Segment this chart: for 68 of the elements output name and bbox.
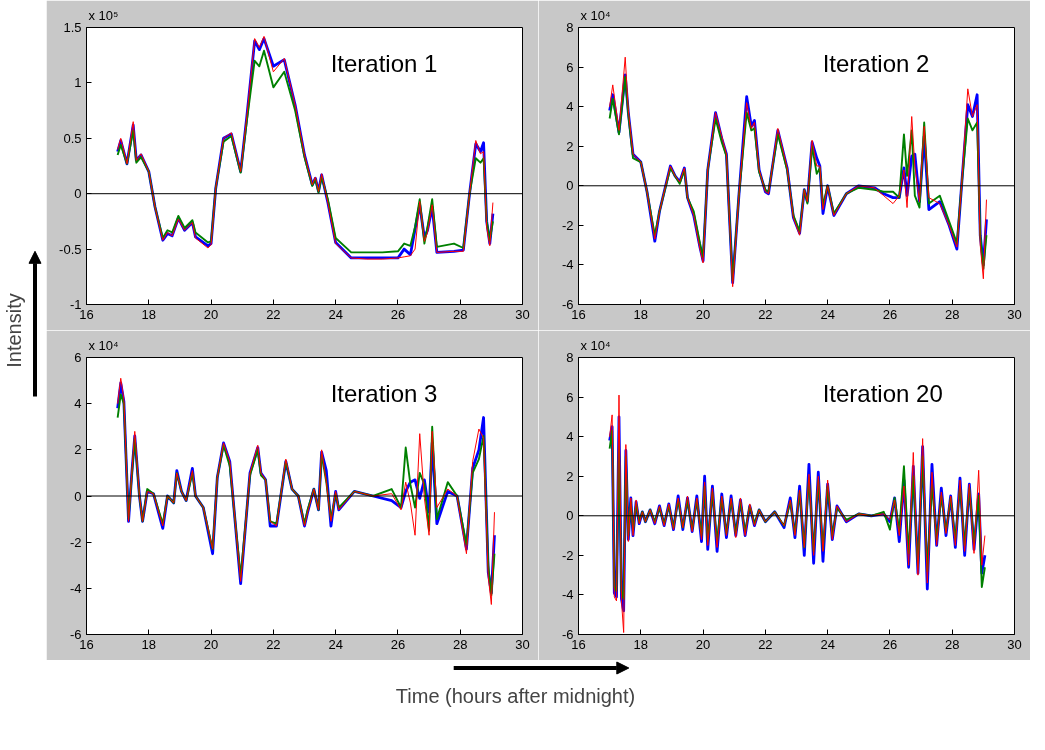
x-axis-title: Time (hours after midnight) — [395, 684, 636, 707]
x-tick-label: 30 — [515, 636, 530, 652]
x-tick-label: 24 — [328, 636, 343, 652]
y-tick-label: -2 — [561, 547, 574, 563]
x-tick-label: 28 — [944, 636, 960, 652]
y-tick-label: 2 — [566, 468, 574, 484]
x-tick-label: 26 — [390, 636, 406, 652]
x-tick-label: 16 — [79, 306, 94, 322]
x-tick-label: 18 — [633, 636, 649, 652]
text: Iteration 1 — [330, 50, 438, 78]
y-tick-label: -2 — [69, 534, 82, 550]
x-tick-label: 28 — [452, 306, 468, 322]
x-tick-label: 20 — [203, 636, 219, 652]
y-tick-label: 4 — [566, 99, 574, 115]
y-tick-label: -6 — [561, 297, 574, 312]
y-tick-label: 1 — [74, 75, 82, 91]
y-tick-label: -4 — [69, 580, 82, 596]
y-tick-label: 6 — [74, 350, 82, 365]
y-tick-label: 0 — [74, 488, 82, 504]
text: Iteration 3 — [330, 380, 438, 408]
y-tick-label: 2 — [566, 138, 574, 154]
x-tick-label: 22 — [758, 306, 773, 322]
y-tick-label: 6 — [566, 389, 574, 405]
x-tick-label: 22 — [266, 306, 281, 322]
x-tick-label: 24 — [328, 306, 343, 322]
x-tick-label: 26 — [390, 306, 406, 322]
x-tick-label: 18 — [141, 306, 157, 322]
text: x 10⁵ — [88, 7, 119, 23]
y-tick-label: 0 — [566, 508, 574, 524]
y-tick-label: 8 — [566, 20, 574, 35]
x-tick-label: 20 — [203, 306, 219, 322]
x-tick-label: 22 — [266, 636, 281, 652]
y-tick-label: 0.5 — [63, 130, 82, 146]
y-tick-label: 1.5 — [63, 20, 82, 35]
y-tick-label: -0.5 — [59, 241, 82, 257]
text: Iteration 20 — [822, 380, 943, 408]
x-tick-label: 30 — [515, 306, 530, 322]
text: x 10⁴ — [580, 337, 611, 353]
x-tick-label: 30 — [1007, 636, 1022, 652]
x-tick-label: 18 — [141, 636, 157, 652]
y-tick-label: 8 — [566, 350, 574, 365]
y-tick-label: 4 — [566, 429, 574, 445]
y-tick-label: 6 — [566, 59, 574, 75]
y-tick-label: 2 — [74, 442, 82, 458]
text: x 10⁴ — [88, 337, 119, 353]
x-tick-label: 26 — [882, 636, 898, 652]
text: x 10⁴ — [580, 7, 611, 23]
x-tick-label: 28 — [452, 636, 468, 652]
y-tick-label: 0 — [74, 186, 82, 202]
x-tick-label: 20 — [695, 636, 711, 652]
y-axis-title: Intensity — [3, 293, 26, 368]
x-tick-label: 26 — [882, 306, 898, 322]
y-tick-label: 0 — [566, 178, 574, 194]
y-tick-label: -1 — [69, 297, 82, 312]
x-tick-label: 28 — [944, 306, 960, 322]
x-tick-label: 20 — [695, 306, 711, 322]
x-tick-label: 22 — [758, 636, 773, 652]
x-tick-label: 18 — [633, 306, 649, 322]
x-tick-label: 24 — [820, 636, 835, 652]
y-tick-label: 4 — [74, 396, 82, 412]
y-tick-label: -6 — [561, 627, 574, 642]
x-tick-label: 30 — [1007, 306, 1022, 322]
y-tick-label: -6 — [69, 627, 82, 642]
x-tick-label: 24 — [820, 306, 835, 322]
y-tick-label: -4 — [561, 257, 574, 273]
text: Iteration 2 — [822, 50, 930, 78]
y-tick-label: -2 — [561, 217, 574, 233]
y-tick-label: -4 — [561, 587, 574, 603]
